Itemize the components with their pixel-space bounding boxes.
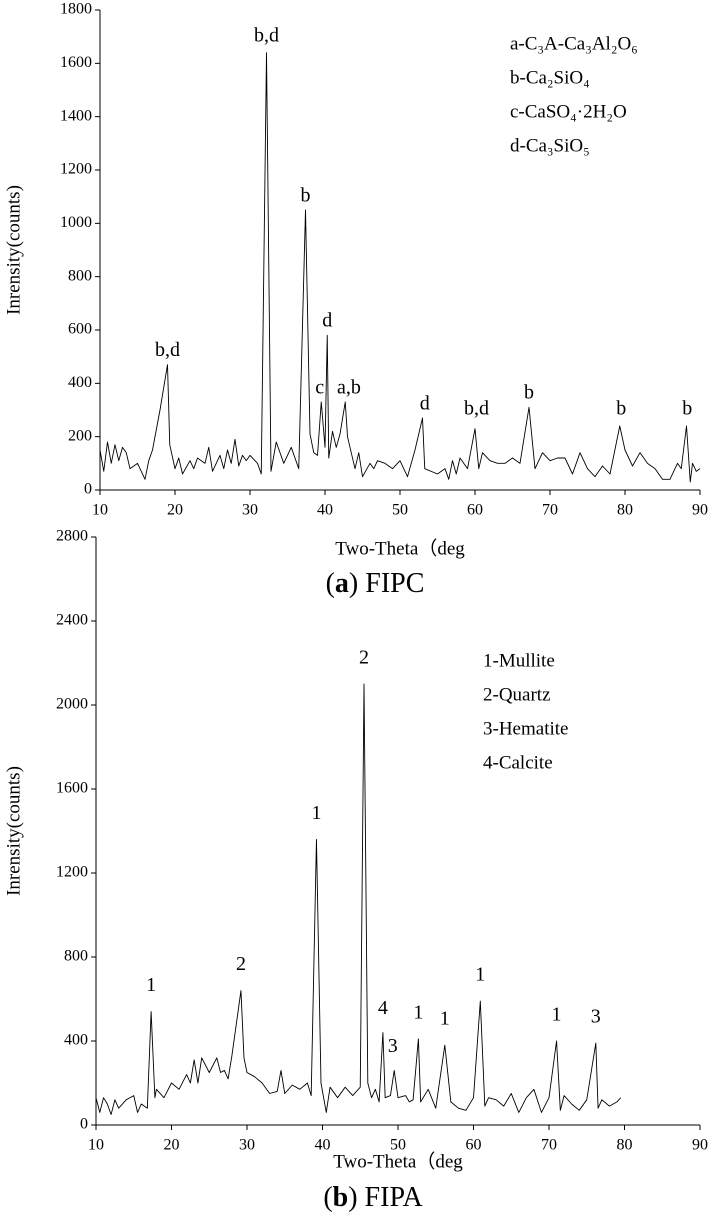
x-tick-label: 90: [692, 1137, 708, 1154]
x-tick-label: 50: [392, 502, 408, 519]
x-tick-label: 80: [617, 1137, 633, 1154]
peak-label: 1: [440, 1008, 450, 1030]
peak-label: a,b: [337, 376, 361, 398]
x-tick-label: 10: [88, 1137, 104, 1154]
y-tick-label: 200: [68, 427, 92, 444]
peak-label: b: [524, 382, 534, 404]
x-tick-label: 30: [239, 1137, 255, 1154]
caption-part: ) FIPA: [348, 1182, 423, 1213]
peak-label: 1: [413, 1001, 423, 1023]
legend-entry: 1-Mullite: [483, 650, 555, 671]
y-tick-label: 800: [68, 267, 92, 284]
y-tick-label: 1200: [60, 161, 92, 178]
peak-label: 2: [359, 646, 369, 668]
peak-label: 4: [378, 997, 388, 1019]
peak-label: c: [315, 376, 324, 398]
x-axis-title: Two-Theta（deg: [335, 537, 465, 559]
caption-part: (: [323, 1182, 332, 1213]
peak-label: b: [616, 398, 626, 420]
y-tick-label: 1600: [56, 780, 88, 797]
caption-part: (: [326, 568, 335, 599]
y-tick-label: 0: [84, 481, 92, 498]
y-tick-label: 2400: [56, 612, 88, 629]
y-tick-label: 0: [80, 1116, 88, 1133]
x-tick-label: 40: [315, 1137, 331, 1154]
x-tick-label: 50: [390, 1137, 406, 1154]
peak-label: 3: [591, 1005, 601, 1027]
legend-entry: d-Ca₃SiO₅: [510, 135, 590, 156]
y-tick-label: 1200: [56, 864, 88, 881]
x-tick-label: 20: [167, 502, 183, 519]
peak-label: 2: [236, 953, 246, 975]
x-tick-label: 60: [466, 1137, 482, 1154]
y-tick-label: 1000: [60, 214, 92, 231]
xrd-line: [99, 52, 701, 483]
peak-label: b: [301, 184, 311, 206]
xrd-line: [95, 683, 622, 1115]
legend-entry: 4-Calcite: [483, 752, 553, 773]
peak-label: d: [322, 310, 332, 332]
y-tick-label: 400: [68, 374, 92, 391]
x-tick-label: 70: [542, 502, 558, 519]
x-tick-label: 30: [242, 502, 258, 519]
caption-part: ) FIPC: [349, 568, 424, 599]
legend-entry: 2-Quartz: [483, 684, 551, 705]
peak-label: b,d: [464, 398, 489, 420]
y-tick-label: 1600: [60, 54, 92, 71]
legend-entry: c-CaSO₄·2H₂O: [510, 101, 627, 122]
legend-entry: 3-Hematite: [483, 718, 568, 739]
peak-label: 3: [388, 1035, 398, 1057]
y-axis-title: Inrensity(counts): [3, 766, 24, 896]
x-tick-label: 10: [92, 502, 108, 519]
x-tick-label: 20: [164, 1137, 180, 1154]
x-axis-title: Two-Theta（deg: [333, 1150, 463, 1172]
peak-label: b: [682, 398, 692, 420]
legend-entry: b-Ca₂SiO₄: [510, 67, 590, 88]
x-tick-label: 90: [692, 502, 708, 519]
caption: (b) FIPA: [323, 1182, 423, 1213]
y-tick-label: 600: [68, 321, 92, 338]
y-tick-label: 800: [64, 948, 88, 965]
caption: (a) FIPC: [326, 568, 425, 599]
y-tick-label: 1400: [60, 107, 92, 124]
caption-part: b: [333, 1182, 349, 1213]
y-tick-label: 2000: [56, 696, 88, 713]
peak-label: d: [420, 392, 430, 414]
peak-label: 1: [552, 1003, 562, 1025]
peak-label: b,d: [155, 339, 180, 361]
caption-part: a: [335, 568, 349, 599]
y-tick-label: 1800: [60, 1, 92, 18]
peak-label: 1: [311, 802, 321, 824]
peak-label: 1: [146, 974, 156, 996]
x-tick-label: 40: [317, 502, 333, 519]
y-axis-title: Inrensity(counts): [3, 185, 24, 315]
x-tick-label: 60: [467, 502, 483, 519]
legend-entry: a-C₃A-Ca₃Al₂O₆: [510, 33, 638, 54]
y-tick-label: 400: [64, 1032, 88, 1049]
y-tick-label: 2800: [56, 528, 88, 545]
peak-label: b,d: [254, 24, 279, 46]
x-tick-label: 70: [541, 1137, 557, 1154]
x-tick-label: 80: [617, 502, 633, 519]
peak-label: 1: [475, 963, 485, 985]
